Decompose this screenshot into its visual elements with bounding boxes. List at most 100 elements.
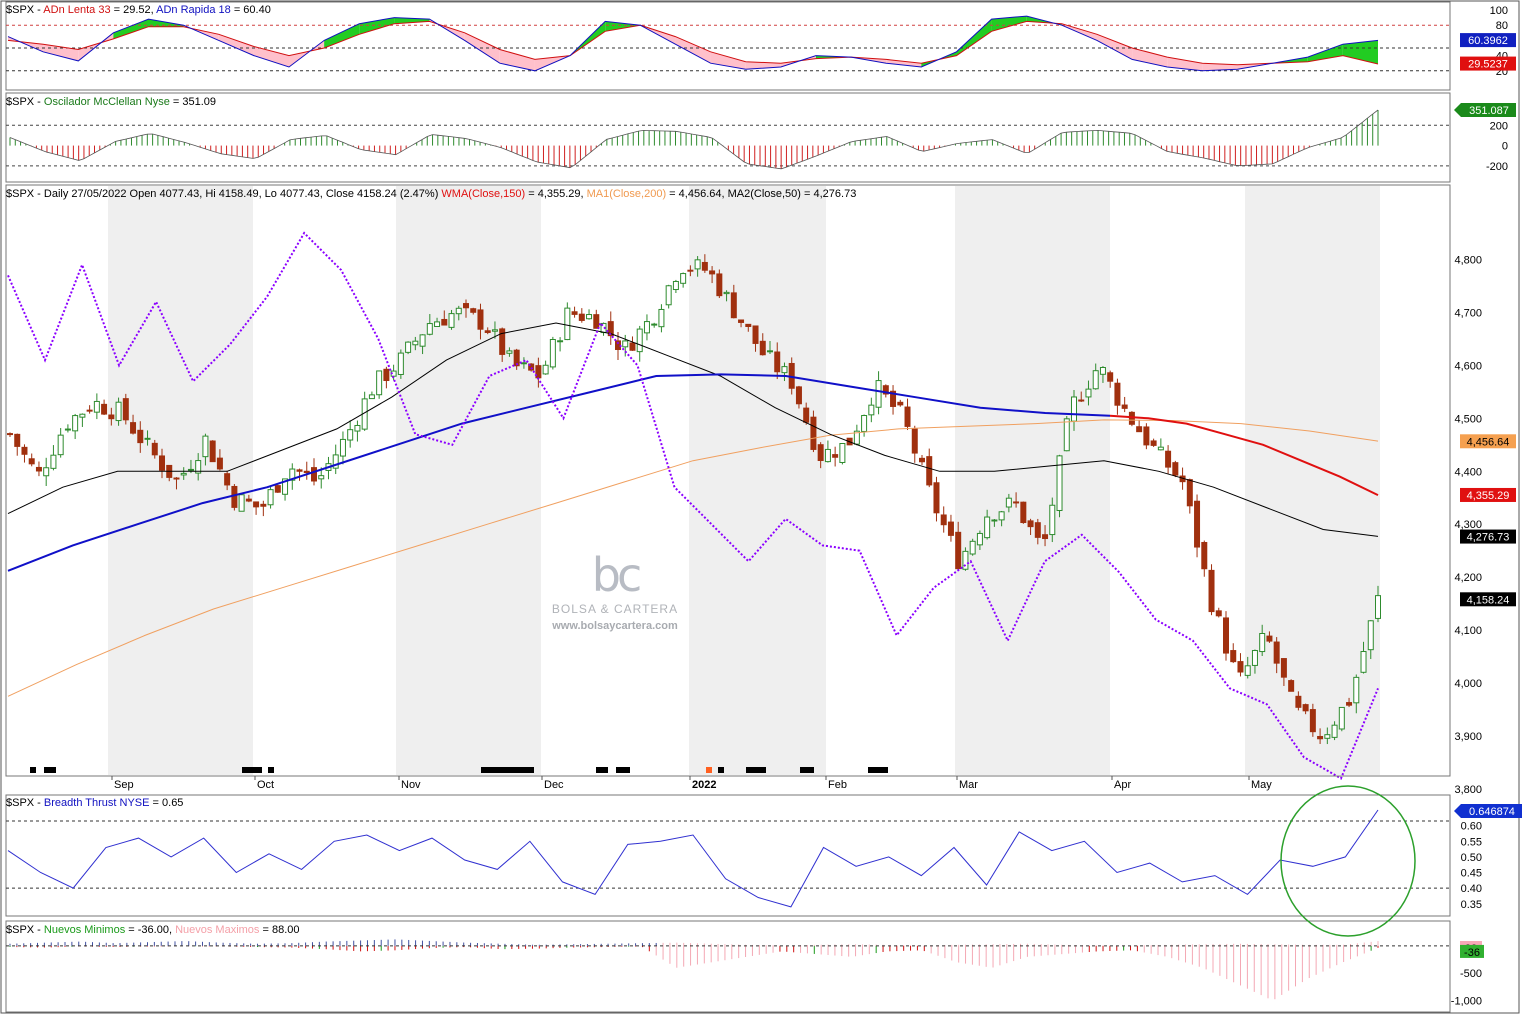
candle-body <box>455 307 462 315</box>
mcclellan-badge: 351.087 <box>1469 105 1509 117</box>
candle-180 <box>1309 703 1316 737</box>
adn-fill-38 <box>1342 40 1378 64</box>
candle-body <box>1092 370 1099 390</box>
candle-80 <box>586 309 593 320</box>
candle-body <box>245 498 252 502</box>
candle-body <box>1302 704 1309 712</box>
candle-body <box>1346 702 1353 706</box>
candle-165 <box>1201 540 1208 577</box>
candle-body <box>463 303 469 309</box>
candle-body <box>1013 501 1020 504</box>
adn-fill-7 <box>253 46 290 67</box>
highlight-circle <box>1280 785 1416 937</box>
adn-rapida-line <box>7 15 1379 72</box>
candle-body <box>752 325 759 344</box>
candle-body <box>419 334 426 347</box>
candle-172 <box>1251 649 1258 674</box>
mcclellan-label: Oscilador McClellan Nyse <box>43 96 170 108</box>
candle-body <box>1128 411 1135 425</box>
candle-186 <box>1353 674 1360 714</box>
price-badge-0: 4,456.64 <box>1467 436 1510 448</box>
candle-135 <box>984 509 991 540</box>
newlows-tick--1,000: -1,000 <box>1451 996 1482 1008</box>
month-label-2022: 2022 <box>692 779 716 791</box>
candle-body <box>332 454 339 469</box>
candle-79 <box>578 308 585 323</box>
newlows-badge-lows: -36 <box>1464 947 1480 959</box>
month-band-0 <box>108 186 253 775</box>
candle-body <box>571 311 578 315</box>
candle-body <box>976 532 983 546</box>
candle-body <box>1237 661 1244 673</box>
newlows-panel-frame <box>5 920 1451 1013</box>
candle-92 <box>672 279 679 294</box>
candle-body <box>209 440 216 463</box>
candle-body <box>108 414 115 420</box>
candle-48 <box>354 420 361 442</box>
candle-138 <box>1005 493 1012 513</box>
candle-176 <box>1280 658 1287 686</box>
candle-120 <box>875 371 882 415</box>
candle-105 <box>767 340 773 354</box>
price-badge-bg-3 <box>1460 592 1516 607</box>
candle-168 <box>1223 611 1229 661</box>
breadth-badge: 0.646874 <box>1469 806 1515 818</box>
candle-body <box>506 350 513 354</box>
candle-body <box>339 438 346 457</box>
candle-151 <box>1099 366 1106 383</box>
candle-177 <box>1288 679 1295 692</box>
candle-90 <box>658 304 665 333</box>
candle-body <box>50 454 57 469</box>
mcclellan-prefix: $SPX - <box>6 96 44 108</box>
candle-body <box>745 323 752 327</box>
candle-100 <box>730 284 737 319</box>
candle-body <box>1172 462 1179 476</box>
candle-body <box>557 340 564 343</box>
candle-body <box>810 416 817 450</box>
candle-body <box>1150 440 1157 446</box>
candle-160 <box>1165 445 1172 474</box>
candle-body <box>738 319 745 323</box>
candle-body <box>187 468 194 471</box>
candle-131 <box>955 521 962 570</box>
candle-14 <box>108 407 115 426</box>
candle-body <box>622 340 629 348</box>
candle-body <box>607 321 614 337</box>
candle-body <box>1360 651 1367 673</box>
candle-body <box>1375 595 1381 619</box>
candle-body <box>64 428 71 431</box>
candle-12 <box>93 393 100 420</box>
candle-body <box>839 442 846 463</box>
candle-8 <box>64 424 71 433</box>
candle-95 <box>694 256 701 277</box>
candle-body <box>593 314 600 329</box>
candle-body <box>1353 676 1360 704</box>
candle-body <box>919 457 925 463</box>
candle-61 <box>448 309 455 330</box>
candle-75 <box>549 336 556 370</box>
candle-36 <box>267 486 274 509</box>
price-badge-bg-1 <box>1460 487 1516 502</box>
candle-body <box>426 323 433 335</box>
candle-51 <box>376 370 383 399</box>
candle-body <box>832 454 839 458</box>
candle-body <box>1078 399 1085 402</box>
month-band-1 <box>396 186 541 775</box>
event-bar-1 <box>44 767 56 773</box>
candle-body <box>1071 396 1077 422</box>
price-badge-3: 4,158.24 <box>1467 594 1510 606</box>
month-label-Apr: Apr <box>1114 779 1131 791</box>
breadth-tick-0.35: 0.35 <box>1461 899 1482 911</box>
price-badge-2: 4,276.73 <box>1467 532 1510 544</box>
wma-label: WMA(Close,150) <box>441 188 526 200</box>
candle-body <box>28 458 35 465</box>
candle-body <box>347 429 354 441</box>
candle-146 <box>1063 416 1070 452</box>
price-badge-bg-2 <box>1460 529 1516 544</box>
breadth-label: Breadth Thrust NYSE <box>43 797 150 809</box>
candle-body <box>477 309 484 330</box>
price-tick-3,800: 3,800 <box>1454 784 1482 796</box>
candle-130 <box>947 514 954 542</box>
candle-156 <box>1136 420 1143 433</box>
adn-fill-31 <box>1096 34 1133 60</box>
